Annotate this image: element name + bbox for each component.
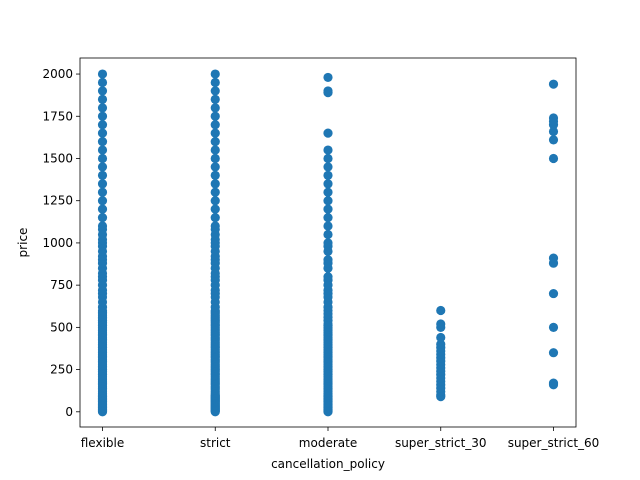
y-axis-label: price (16, 228, 30, 258)
data-point-strict-96 (210, 170, 220, 180)
data-point-moderate-88 (323, 170, 333, 180)
data-point-flexible-108 (97, 69, 108, 79)
data-point-super_strict_60-9 (548, 126, 559, 137)
data-point-super_strict_60-1 (548, 378, 559, 388)
data-point-flexible-95 (97, 179, 108, 189)
data-point-super_strict_30-16 (436, 339, 446, 349)
data-point-strict-95 (210, 179, 220, 189)
data-point-moderate-91 (323, 145, 333, 155)
data-point-strict-94 (210, 187, 220, 197)
x-tick-label-moderate: moderate (299, 436, 357, 450)
data-point-moderate-94 (323, 86, 333, 96)
data-point-strict-105 (210, 94, 220, 104)
x-tick-label-super_strict_60: super_strict_60 (508, 436, 600, 450)
data-point-flexible-104 (97, 103, 108, 113)
data-point-strict-98 (210, 153, 220, 164)
data-point-flexible-98 (97, 153, 108, 164)
data-point-strict-93 (210, 196, 220, 206)
data-point-super_strict_60-7 (548, 153, 559, 164)
data-point-strict-108 (210, 69, 220, 79)
data-point-flexible-97 (97, 162, 108, 172)
data-point-moderate-82 (323, 221, 333, 231)
data-point-moderate-83 (323, 212, 333, 223)
data-point-flexible-90 (97, 221, 108, 231)
x-tick-label-flexible: flexible (81, 436, 125, 450)
data-point-strict-107 (210, 77, 220, 88)
y-tick-label-250: 250 (50, 363, 73, 377)
data-point-super_strict_60-12 (548, 113, 559, 123)
data-point-moderate-85 (323, 196, 333, 206)
data-point-super_strict_60-8 (548, 135, 559, 145)
data-point-flexible-100 (97, 136, 108, 147)
data-point-super_strict_60-13 (548, 79, 559, 89)
data-point-moderate-87 (323, 179, 333, 189)
data-point-moderate-80 (323, 238, 333, 248)
data-point-moderate-84 (323, 204, 333, 214)
data-point-flexible-105 (97, 94, 108, 104)
data-point-moderate-92 (323, 128, 333, 138)
data-point-super_strict_60-3 (548, 322, 559, 332)
data-point-strict-106 (210, 86, 220, 96)
data-point-strict-102 (210, 120, 220, 130)
data-point-super_strict_60-4 (548, 288, 559, 299)
data-point-moderate-74 (323, 272, 333, 282)
data-point-super_strict_60-2 (548, 348, 559, 358)
y-tick-label-1500: 1500 (42, 151, 73, 165)
data-point-super_strict_60-6 (548, 253, 559, 263)
x-tick-label-super_strict_30: super_strict_30 (395, 436, 487, 450)
x-axis: flexible strict moderate super_strict_30 sup… (81, 427, 600, 450)
data-point-strict-91 (210, 212, 220, 223)
data-point-strict-90 (210, 221, 220, 231)
data-point-moderate-95 (323, 72, 333, 83)
data-point-flexible-99 (97, 145, 108, 155)
y-tick-label-750: 750 (50, 278, 73, 292)
y-tick-label-0: 0 (65, 405, 73, 419)
y-tick-label-2000: 2000 (42, 67, 73, 81)
data-point-strict-101 (210, 128, 220, 138)
data-point-flexible-106 (97, 86, 108, 96)
data-point-flexible-94 (97, 187, 108, 197)
y-tick-label-1250: 1250 (42, 194, 73, 208)
y-axis: 0 250 500 750 1000 1250 1500 1750 2000 (42, 67, 80, 419)
data-point-super_strict_30-17 (436, 332, 446, 343)
data-point-strict-104 (210, 103, 220, 113)
data-point-moderate-86 (323, 187, 333, 197)
data-point-strict-92 (210, 204, 220, 214)
data-point-flexible-103 (97, 111, 108, 121)
data-point-flexible-92 (97, 204, 108, 214)
x-axis-label: cancellation_policy (271, 457, 385, 471)
data-point-flexible-101 (97, 128, 108, 138)
y-tick-label-500: 500 (50, 320, 73, 334)
data-point-strict-97 (210, 162, 220, 172)
data-point-moderate-81 (323, 229, 333, 240)
y-tick-label-1750: 1750 (42, 109, 73, 123)
x-tick-label-strict: strict (200, 436, 231, 450)
data-point-strict-103 (210, 111, 220, 121)
y-tick-label-1000: 1000 (42, 236, 73, 250)
data-point-flexible-96 (97, 170, 108, 180)
data-point-strict-99 (210, 145, 220, 155)
data-point-flexible-93 (97, 196, 108, 206)
data-point-super_strict_30-20 (436, 305, 446, 316)
data-point-moderate-90 (323, 153, 333, 164)
data-point-moderate-89 (323, 162, 333, 172)
data-point-flexible-102 (97, 120, 108, 130)
points-layer (97, 69, 559, 417)
data-point-super_strict_30-19 (436, 319, 446, 329)
data-point-flexible-91 (97, 212, 108, 223)
data-point-strict-100 (210, 136, 220, 147)
data-point-flexible-107 (97, 77, 108, 88)
data-point-moderate-77 (323, 255, 333, 265)
